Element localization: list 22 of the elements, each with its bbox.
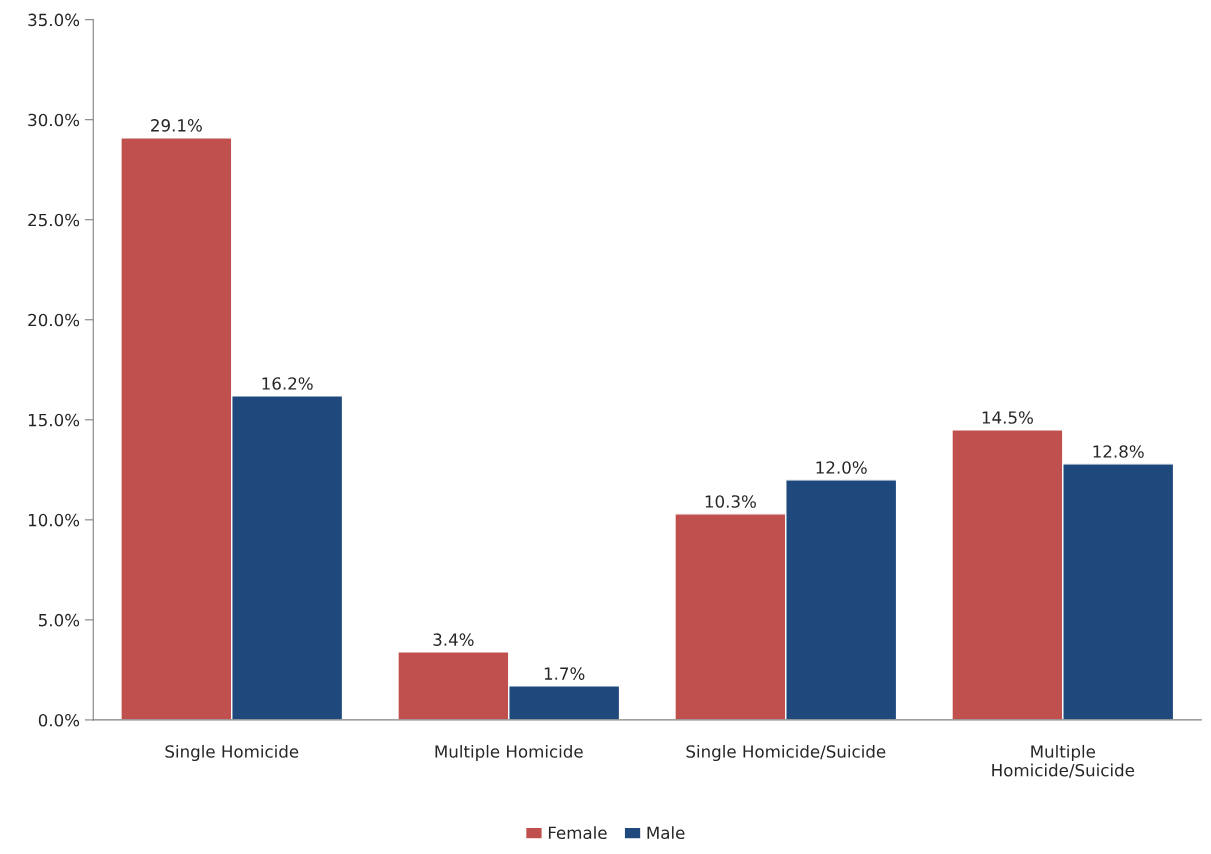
x-tick-label: Single Homicide: [165, 744, 299, 762]
legend-label: Male: [647, 826, 685, 840]
y-tick-label: 15.0%: [28, 413, 80, 427]
data-label: 10.3%: [705, 495, 756, 508]
y-tick-label: 5.0%: [39, 613, 80, 627]
y-tick-label: 10.0%: [28, 513, 80, 527]
x-tick-label: Multiple Homicide: [435, 744, 583, 762]
data-label: 14.5%: [982, 411, 1033, 424]
y-tick-label: 35.0%: [28, 13, 80, 27]
x-tick-label: Single Homicide/Suicide: [686, 744, 886, 762]
y-tick-label: 30.0%: [28, 113, 80, 127]
data-label: 3.4%: [433, 633, 474, 646]
y-tick-label: 0.0%: [38, 713, 80, 727]
data-label: 16.2%: [262, 377, 313, 390]
legend-label: Female: [548, 826, 607, 840]
data-label: 29.1%: [151, 119, 202, 132]
y-tick-label: 25.0%: [28, 213, 80, 227]
y-tick-label: 20.0%: [28, 313, 80, 327]
data-label: 1.7%: [544, 667, 585, 680]
x-tick-label: Multiple Homicide/Suicide: [992, 744, 1135, 778]
data-label: 12.8%: [1093, 445, 1144, 458]
data-label: 12.0%: [816, 461, 867, 474]
